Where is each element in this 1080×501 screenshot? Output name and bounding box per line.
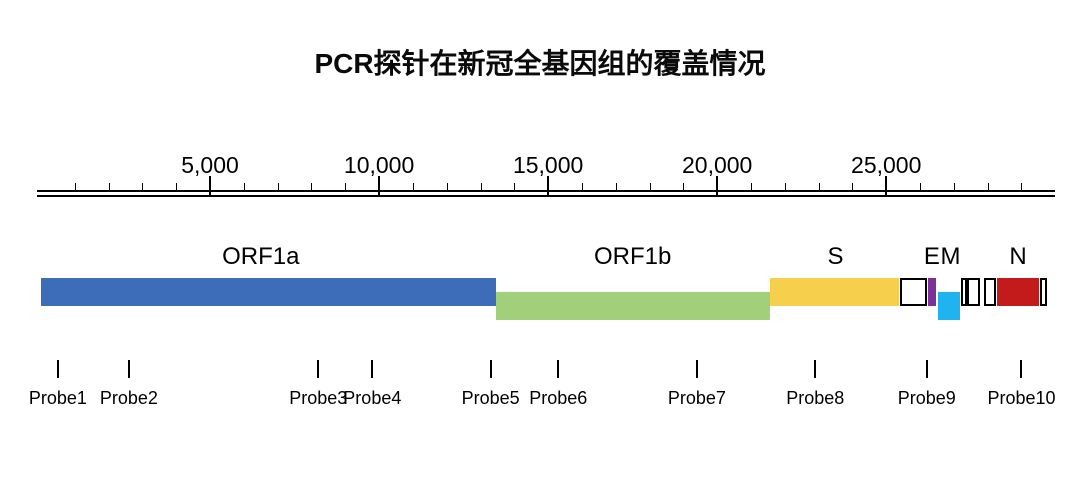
- probe-label-probe3: Probe3: [289, 388, 347, 409]
- gene-orf10: [1040, 278, 1046, 306]
- probe-tick-probe8: [814, 360, 816, 378]
- axis-major-tick: [209, 176, 211, 196]
- gene-label-s: S: [828, 243, 844, 271]
- gene-n: [997, 278, 1040, 306]
- axis-minor-tick: [75, 183, 76, 191]
- gene-label-orf1a: ORF1a: [222, 243, 299, 271]
- probe-label-probe10: Probe10: [987, 388, 1055, 409]
- axis-minor-tick: [311, 183, 312, 191]
- probe-label-probe4: Probe4: [343, 388, 401, 409]
- gene-orf3a: [900, 278, 928, 306]
- probe-tick-probe5: [490, 360, 492, 378]
- axis-minor-tick: [852, 183, 853, 191]
- axis-minor-tick: [683, 183, 684, 191]
- axis-minor-tick: [447, 183, 448, 191]
- probe-label-probe9: Probe9: [898, 388, 956, 409]
- gene-orf8: [984, 278, 996, 306]
- gene-orf1a: [41, 278, 496, 306]
- axis-minor-tick: [582, 183, 583, 191]
- axis-minor-tick: [345, 183, 346, 191]
- gene-label-m: M: [940, 243, 960, 271]
- axis-line: [37, 195, 1055, 197]
- axis-minor-tick: [1021, 183, 1022, 191]
- gene-label-orf1b: ORF1b: [594, 243, 671, 271]
- axis-minor-tick: [988, 183, 989, 191]
- axis-minor-tick: [650, 183, 651, 191]
- axis-minor-tick: [176, 183, 177, 191]
- axis-minor-tick: [751, 183, 752, 191]
- probe-label-probe6: Probe6: [529, 388, 587, 409]
- probe-label-probe5: Probe5: [462, 388, 520, 409]
- gene-orf6: [961, 278, 967, 306]
- axis-major-tick: [885, 176, 887, 196]
- axis-minor-tick: [514, 183, 515, 191]
- axis-major-tick: [378, 176, 380, 196]
- probe-tick-probe6: [557, 360, 559, 378]
- genome-diagram: PCR探针在新冠全基因组的覆盖情况 5,000 10,000 15,000 20,00…: [0, 0, 1080, 501]
- probe-tick-probe7: [696, 360, 698, 378]
- axis-minor-tick: [109, 183, 110, 191]
- probe-tick-probe10: [1020, 360, 1022, 378]
- axis-minor-tick: [954, 183, 955, 191]
- probe-label-probe7: Probe7: [668, 388, 726, 409]
- probe-tick-probe3: [317, 360, 319, 378]
- axis-major-tick: [716, 176, 718, 196]
- axis-minor-tick: [920, 183, 921, 191]
- axis-minor-tick: [616, 183, 617, 191]
- axis-major-tick: [547, 176, 549, 196]
- axis-minor-tick: [413, 183, 414, 191]
- gene-orf7a: [967, 278, 979, 306]
- probe-tick-probe1: [57, 360, 59, 378]
- axis-minor-tick: [278, 183, 279, 191]
- axis-tick-label: 5,000: [181, 152, 239, 179]
- gene-m: [938, 292, 961, 320]
- gene-s: [770, 278, 899, 306]
- probe-label-probe1: Probe1: [29, 388, 87, 409]
- axis-minor-tick: [785, 183, 786, 191]
- axis-tick-label: 15,000: [513, 152, 583, 179]
- axis-tick-label: 20,000: [682, 152, 752, 179]
- axis-minor-tick: [142, 183, 143, 191]
- probe-tick-probe9: [926, 360, 928, 378]
- axis-line: [37, 190, 1055, 192]
- gene-e: [928, 278, 936, 306]
- axis-minor-tick: [481, 183, 482, 191]
- diagram-title: PCR探针在新冠全基因组的覆盖情况: [0, 42, 1080, 82]
- gene-label-n: N: [1009, 243, 1026, 271]
- gene-label-e: E: [924, 243, 940, 271]
- gene-orf1b: [496, 292, 769, 320]
- probe-label-probe8: Probe8: [786, 388, 844, 409]
- axis-tick-label: 10,000: [344, 152, 414, 179]
- probe-label-probe2: Probe2: [100, 388, 158, 409]
- probe-tick-probe2: [128, 360, 130, 378]
- probe-tick-probe4: [371, 360, 373, 378]
- axis-tick-label: 25,000: [851, 152, 921, 179]
- axis-minor-tick: [244, 183, 245, 191]
- axis-minor-tick: [819, 183, 820, 191]
